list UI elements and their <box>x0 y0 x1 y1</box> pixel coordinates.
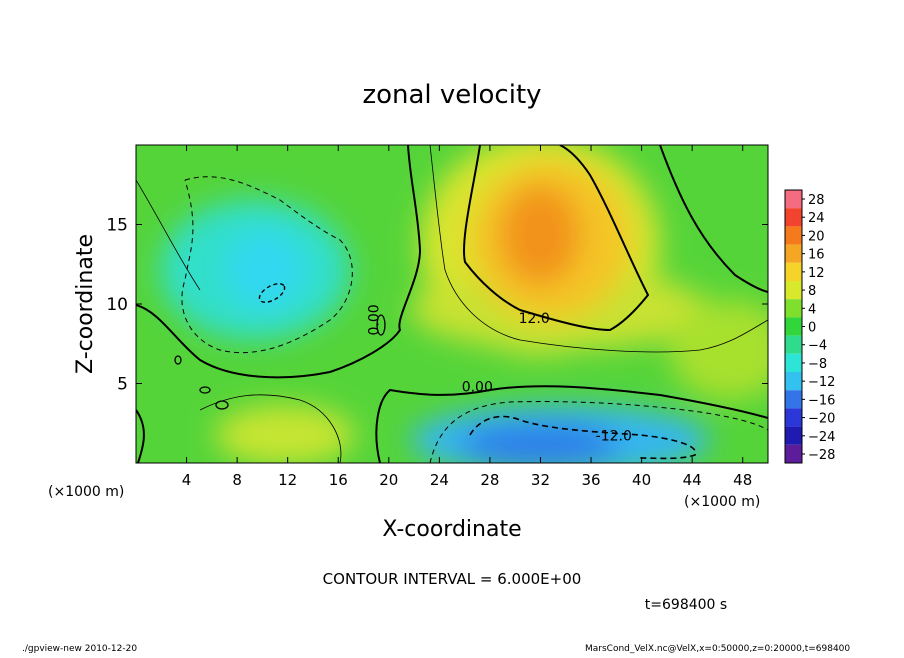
colorbar-tick-label: 12 <box>808 266 825 281</box>
colorbar-band <box>785 281 802 300</box>
colorbar-band <box>785 262 802 281</box>
x-tick-label: 12 <box>278 471 297 489</box>
x-tick-label: 48 <box>733 471 752 489</box>
x-tick-label: 28 <box>480 471 499 489</box>
contour-six-upper <box>429 145 768 353</box>
colorbar-band <box>785 372 802 391</box>
colorbar-band <box>785 244 802 263</box>
x-unit-label-right: (×1000 m) <box>684 494 760 510</box>
colorbar-tick-label: 4 <box>808 302 816 317</box>
colorbar-tick-label: −16 <box>808 393 835 408</box>
x-tick-label: 44 <box>683 471 702 489</box>
colorbar-band <box>785 444 802 463</box>
contour-minus-six-upper <box>181 176 353 354</box>
contour-label: 0.00 <box>462 379 493 395</box>
x-unit-label-left: (×1000 m) <box>48 484 124 500</box>
footer-left: ./gpview-new 2010-12-20 <box>22 644 137 654</box>
contour-twelve <box>463 145 650 332</box>
y-tick-label: 5 <box>117 375 128 395</box>
x-tick-label: 32 <box>531 471 550 489</box>
x-tick-label: 24 <box>430 471 449 489</box>
contour-minus-six-lower <box>429 401 768 463</box>
field-region-blue-core <box>460 423 620 463</box>
contour-zero-lower <box>136 385 768 463</box>
field-region-orange-core <box>500 185 580 285</box>
field-region-yellow-bottom <box>215 405 355 463</box>
contour-label: 0.00 <box>367 304 383 335</box>
colorbar-band <box>785 426 802 445</box>
colorbar-band <box>785 317 802 336</box>
colorbar-tick-label: −4 <box>808 339 827 354</box>
x-tick-label: 20 <box>379 471 398 489</box>
y-tick-label: 10 <box>106 295 128 315</box>
contour-minus-twelve-small <box>258 283 286 303</box>
footer-right: MarsCond_VelX.nc@VelX,x=0:50000,z=0:2000… <box>585 644 850 654</box>
contour-six-left <box>136 179 201 291</box>
chart-title: zonal velocity <box>362 80 541 110</box>
colorbar-band <box>785 299 802 318</box>
contour-label: 12.0 <box>519 311 550 327</box>
contour-lines <box>136 145 768 463</box>
y-tick-label: 15 <box>106 216 128 236</box>
colorbar-band <box>785 208 802 227</box>
colorbar-band <box>785 390 802 409</box>
colorbar: 28 24 20 16 12 8 4 0 −4 −8 −12 −16 −20 −24 −28 <box>784 189 835 464</box>
colorbar-band <box>785 408 802 427</box>
field-region-cyan-core <box>225 230 305 310</box>
x-tick-label: 4 <box>182 471 192 489</box>
contour-zero-blob-4 <box>174 355 182 365</box>
field-region-yellow-right <box>670 300 768 400</box>
x-tick-label: 16 <box>329 471 348 489</box>
colorbar-band <box>785 226 802 245</box>
contour-zero-blob <box>376 314 386 336</box>
contour-six-lower <box>199 394 342 463</box>
colorbar-tick-label: 24 <box>808 211 825 226</box>
colorbar-tick-label: 8 <box>808 284 816 299</box>
time-text: t=698400 s <box>645 597 727 613</box>
colorbar-tick-label: −8 <box>808 357 827 372</box>
colorbar-tick-label: −20 <box>808 412 835 427</box>
x-axis-label: X-coordinate <box>382 517 521 542</box>
contour-zero-main <box>136 145 422 379</box>
x-tick-label: 40 <box>632 471 651 489</box>
colorbar-tick-label: 28 <box>808 193 825 208</box>
x-axis: 4 8 12 16 20 24 28 32 36 40 44 48 <box>182 145 752 489</box>
velocity-field: 12.0 0.00 -12.0 0.00 <box>136 145 768 463</box>
y-axis: 5 10 15 <box>106 216 768 395</box>
contour-right-positive <box>659 145 768 293</box>
colorbar-band <box>785 335 802 354</box>
contour-zero-blob-3 <box>199 386 211 394</box>
y-axis-label: Z-coordinate <box>73 234 98 374</box>
colorbar-tick-label: 16 <box>808 248 825 263</box>
colorbar-tick-label: 20 <box>808 229 825 244</box>
x-tick-label: 36 <box>581 471 600 489</box>
colorbar-band <box>785 190 802 209</box>
contour-zero-blob-2 <box>215 400 229 410</box>
x-tick-label: 8 <box>232 471 242 489</box>
contour-label: -12.0 <box>596 429 632 445</box>
colorbar-tick-label: −24 <box>808 430 835 445</box>
contour-interval-text: CONTOUR INTERVAL = 6.000E+00 <box>323 570 582 588</box>
colorbar-band <box>785 353 802 372</box>
contour-labels: 12.0 0.00 -12.0 0.00 <box>367 304 632 444</box>
colorbar-tick-label: −12 <box>808 375 835 390</box>
colorbar-tick-label: −28 <box>808 448 835 463</box>
colorbar-tick-label: 0 <box>808 321 816 336</box>
contour-minus-twelve <box>469 415 697 460</box>
